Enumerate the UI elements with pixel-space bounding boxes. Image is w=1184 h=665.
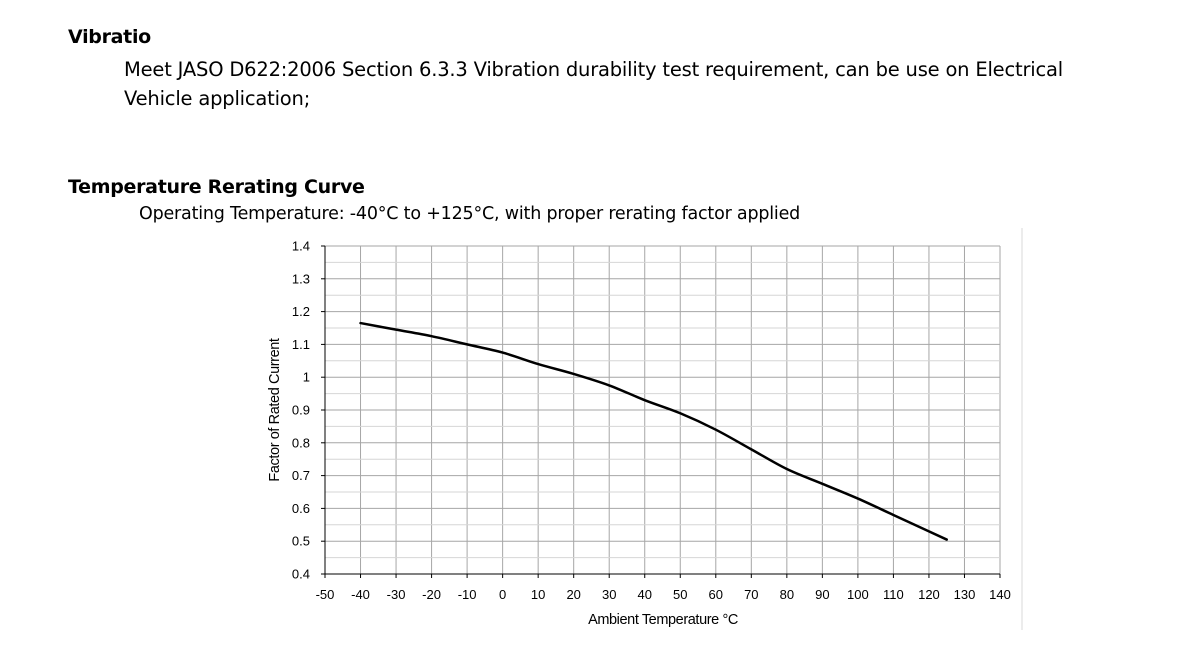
rerating-subtitle: Operating Temperature: -40°C to +125°C, … [139,204,801,224]
x-tick-label: 20 [566,587,580,602]
vibration-description: Meet JASO D622:2006 Section 6.3.3 Vibrat… [124,58,1063,110]
x-tick-label: 0 [499,587,506,602]
y-tick-label: 0.7 [292,468,310,483]
x-tick-label: 90 [815,587,829,602]
x-tick-label: 120 [918,587,940,602]
y-tick-label: 0.6 [292,501,310,516]
y-tick-label: 1.4 [292,239,310,254]
chart-axes [321,245,1001,578]
x-tick-label: 80 [780,587,794,602]
x-tick-label: -20 [422,587,441,602]
x-axis-label: Ambient Temperature °C [588,612,738,628]
y-tick-label: 0.9 [292,403,310,418]
x-tick-label: 60 [709,587,723,602]
x-tick-label: 70 [744,587,758,602]
x-tick-label: 130 [954,587,976,602]
vibration-heading: Vibratio [68,26,151,48]
x-tick-label: 40 [638,587,652,602]
y-tick-label: 1.1 [292,337,310,352]
x-tick-label: 30 [602,587,616,602]
x-tick-label: 10 [531,587,545,602]
y-tick-label: 1 [303,370,310,385]
y-tick-label: 0.5 [292,534,310,549]
y-axis-label: Factor of Rated Current [267,338,283,481]
y-tick-label: 0.8 [292,435,310,450]
rerating-heading: Temperature Rerating Curve [68,176,365,198]
chart-grid [324,245,1001,575]
x-tick-label: 50 [673,587,687,602]
y-tick-label: 1.3 [292,271,310,286]
x-tick-labels: -50 -40 -30 -20 -10 0 10 20 30 40 50 60 70 80 90 100 110… [316,587,1011,602]
x-tick-label: -30 [387,587,406,602]
x-tick-label: 140 [989,587,1011,602]
series-line [359,321,948,541]
x-tick-label: 100 [847,587,869,602]
y-tick-labels: 0.4 0.5 0.6 0.7 0.8 0.9 1 1.1 1.2 1.3 1.4 [292,239,310,582]
y-tick-label: 1.2 [292,304,310,319]
x-tick-label: -10 [458,587,477,602]
data-series [359,321,948,541]
x-tick-label: 110 [883,587,904,602]
x-tick-label: -50 [316,587,335,602]
y-tick-label: 0.4 [292,567,310,582]
x-tick-label: -40 [351,587,370,602]
